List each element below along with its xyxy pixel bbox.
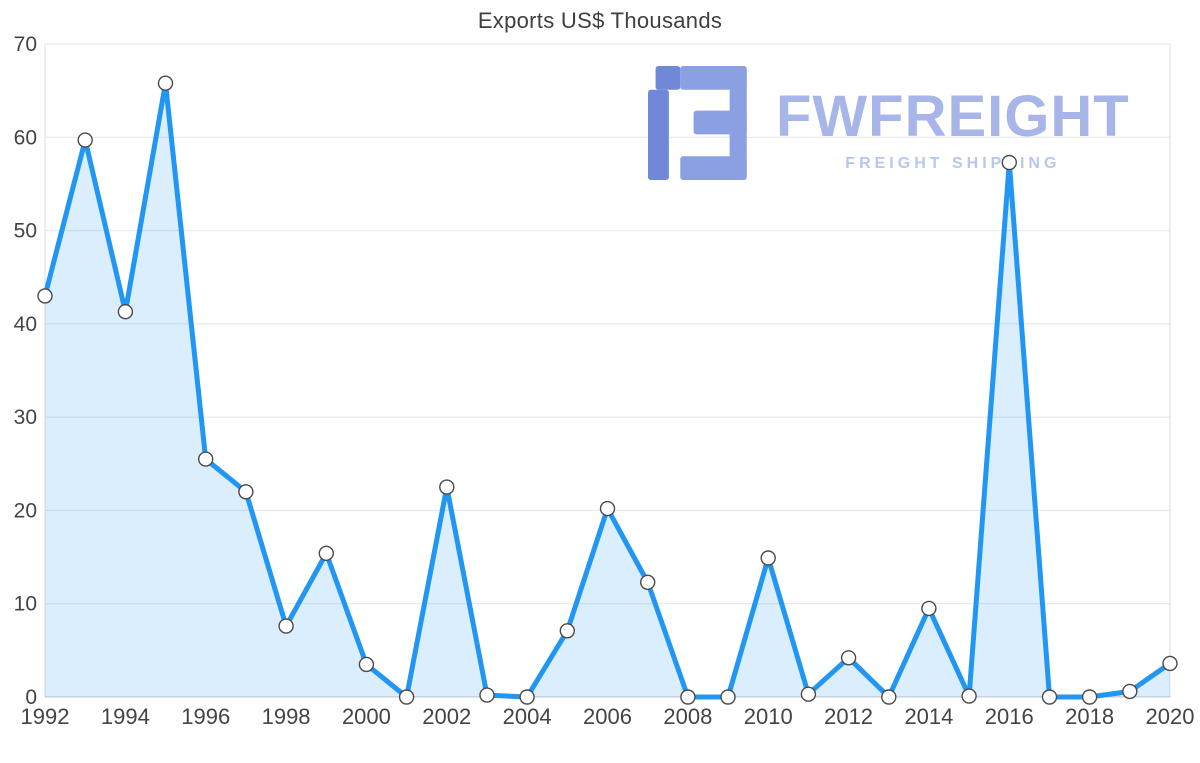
y-tick-label: 10 [14,593,37,616]
data-point-marker [1081,689,1098,705]
x-tick-label: 2012 [824,704,873,729]
data-point-marker [37,288,53,304]
watermark: FWFREIGHT FREIGHT SHIPPING [648,66,1130,180]
data-point-marker [77,132,93,148]
data-point-marker [157,75,174,91]
y-tick-label: 30 [14,406,37,429]
x-tick-label: 1998 [262,704,311,729]
y-tick-label: 20 [14,499,37,522]
data-point-marker [439,479,455,495]
x-tick-label: 1996 [181,704,230,729]
y-tick-label: 70 [14,33,37,56]
data-point-marker [278,618,294,634]
data-point-marker [519,689,535,705]
x-tick-label: 2000 [342,704,391,729]
data-point-marker [1041,689,1058,705]
data-point-marker [720,689,736,705]
x-tick-label: 1992 [21,704,70,729]
data-point-marker [1162,655,1178,672]
data-point-marker [599,500,616,517]
data-point-marker [398,689,415,705]
x-tick-label: 2014 [904,704,953,729]
x-tick-label: 1994 [101,704,150,729]
data-point-marker [117,304,134,320]
data-point-marker [840,650,857,666]
data-point-marker [961,688,977,704]
data-point-marker [559,623,575,639]
fwfreight-logo-icon [648,66,747,180]
data-point-marker [238,484,254,500]
data-point-marker [1122,683,1138,700]
x-tick-label: 2016 [985,704,1034,729]
brand-text: FWFREIGHT [776,84,1130,149]
data-point-marker [197,451,214,467]
data-point-marker [680,689,696,705]
y-tick-label: 40 [14,313,37,336]
x-tick-label: 2008 [663,704,712,729]
data-point-marker [1001,154,1017,171]
data-point-marker [881,689,897,705]
area-fill [45,83,1170,697]
watermark-text: FWFREIGHT FREIGHT SHIPPING [776,88,1130,173]
data-point-marker [800,686,817,702]
x-tick-label: 2004 [503,704,552,729]
x-tick-label: 2002 [422,704,471,729]
y-tick-label: 60 [14,126,37,149]
data-point-marker [640,574,656,590]
data-point-marker [921,600,937,617]
y-tick-label: 0 [25,686,37,709]
x-tick-label: 2020 [1146,704,1195,729]
data-point-marker [479,687,495,703]
data-point-marker [318,545,334,561]
data-point-marker [358,656,375,673]
chart-title: Exports US$ Thousands [477,8,723,33]
x-tick-label: 2006 [583,704,632,729]
x-tick-label: 2018 [1065,704,1114,729]
data-point-marker [760,550,776,566]
y-tick-label: 50 [14,220,37,243]
x-tick-label: 2010 [744,704,793,729]
